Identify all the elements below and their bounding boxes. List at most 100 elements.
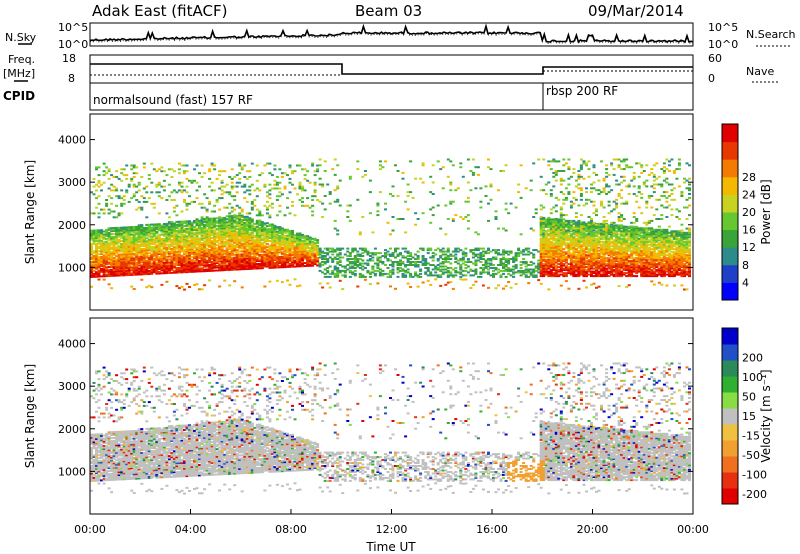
- power-cell: [569, 237, 573, 240]
- power-cell: [306, 204, 310, 207]
- power-cell: [258, 246, 262, 249]
- power-cell: [336, 255, 340, 257]
- power-cell: [549, 227, 553, 230]
- power-cell: [296, 252, 299, 254]
- power-cell: [356, 250, 360, 253]
- power-cell: [177, 162, 181, 165]
- power-cell: [265, 229, 269, 232]
- power-cell: [585, 228, 588, 231]
- power-cell: [240, 265, 244, 268]
- power-cell: [255, 239, 259, 242]
- power-cell: [105, 231, 109, 234]
- power-cell: [326, 267, 330, 269]
- power-cell: [296, 250, 299, 253]
- power-cell: [193, 257, 196, 260]
- power-cell: [298, 251, 302, 254]
- power-cell: [155, 247, 159, 250]
- power-cell: [258, 174, 262, 177]
- power-cell: [175, 243, 179, 246]
- power-cell: [233, 268, 237, 271]
- power-cell: [542, 260, 546, 263]
- power-cell: [245, 259, 249, 261]
- power-cell: [167, 243, 171, 246]
- power-cell: [250, 226, 254, 228]
- power-cell: [547, 234, 551, 237]
- power-cell: [361, 265, 365, 268]
- power-cell: [431, 164, 435, 167]
- power-cell: [135, 269, 139, 272]
- power-cell: [464, 267, 468, 269]
- power-cell: [323, 255, 327, 257]
- power-cell: [381, 261, 385, 263]
- power-cell: [177, 261, 181, 263]
- power-cell: [243, 223, 247, 226]
- power-cell: [95, 247, 98, 250]
- power-cell: [371, 268, 375, 271]
- power-cell: [170, 240, 174, 243]
- power-cell: [180, 260, 184, 263]
- power-cell: [243, 227, 247, 230]
- power-cell: [122, 238, 126, 241]
- power-cell: [461, 259, 465, 262]
- power-cell: [253, 242, 257, 245]
- power-cell: [291, 204, 294, 207]
- power-cell: [270, 187, 274, 190]
- freq-tick-bottom: 8: [68, 72, 75, 85]
- power-cell: [225, 233, 229, 236]
- power-cell: [338, 247, 342, 250]
- power-cell: [220, 252, 224, 255]
- power-cell: [213, 263, 217, 266]
- power-cell: [137, 273, 141, 276]
- power-cell: [160, 269, 164, 272]
- power-cell: [190, 200, 194, 203]
- power-cell: [326, 269, 330, 272]
- power-cell: [278, 248, 282, 251]
- power-cell: [446, 247, 450, 250]
- power-cell: [200, 239, 204, 241]
- power-cell: [208, 202, 212, 205]
- power-cell: [544, 273, 548, 276]
- power-cell: [554, 222, 558, 225]
- power-cell: [92, 177, 96, 180]
- power-cell: [574, 261, 578, 264]
- power-cell: [120, 212, 124, 215]
- power-cell: [190, 246, 194, 249]
- power-cell: [524, 249, 528, 252]
- power-cell: [195, 219, 199, 222]
- power-cell: [198, 237, 201, 240]
- power-cell: [534, 274, 538, 277]
- power-cell: [326, 183, 330, 186]
- power-cell: [152, 223, 156, 226]
- power-cell: [378, 191, 382, 194]
- power-cell: [107, 234, 111, 237]
- power-cell: [436, 274, 440, 277]
- power-cell: [291, 231, 294, 234]
- power-cell: [384, 253, 387, 256]
- power-cell: [248, 250, 252, 252]
- power-cell: [235, 231, 239, 234]
- power-cell: [416, 218, 420, 220]
- power-cell: [205, 252, 209, 255]
- power-cell: [142, 264, 146, 267]
- power-cell: [185, 282, 189, 285]
- power-cell: [308, 181, 312, 184]
- power-cell: [386, 267, 390, 269]
- power-cell: [100, 242, 103, 245]
- power-cell: [582, 243, 586, 246]
- power-cell: [529, 271, 533, 274]
- power-cell: [378, 271, 382, 274]
- power-cell: [539, 269, 543, 272]
- power-cell: [569, 246, 573, 249]
- power-cell: [260, 243, 264, 246]
- power-cell: [213, 254, 217, 257]
- power-cell: [291, 235, 294, 238]
- power-cell: [172, 235, 176, 238]
- power-cell: [230, 185, 234, 188]
- power-cell: [185, 204, 189, 207]
- power-cell: [100, 239, 103, 242]
- power-cell: [188, 242, 191, 245]
- power-cell: [514, 253, 518, 256]
- cpid-program-2: rbsp 200 RF: [546, 84, 618, 98]
- power-cell: [183, 170, 186, 173]
- power-cell: [587, 245, 591, 248]
